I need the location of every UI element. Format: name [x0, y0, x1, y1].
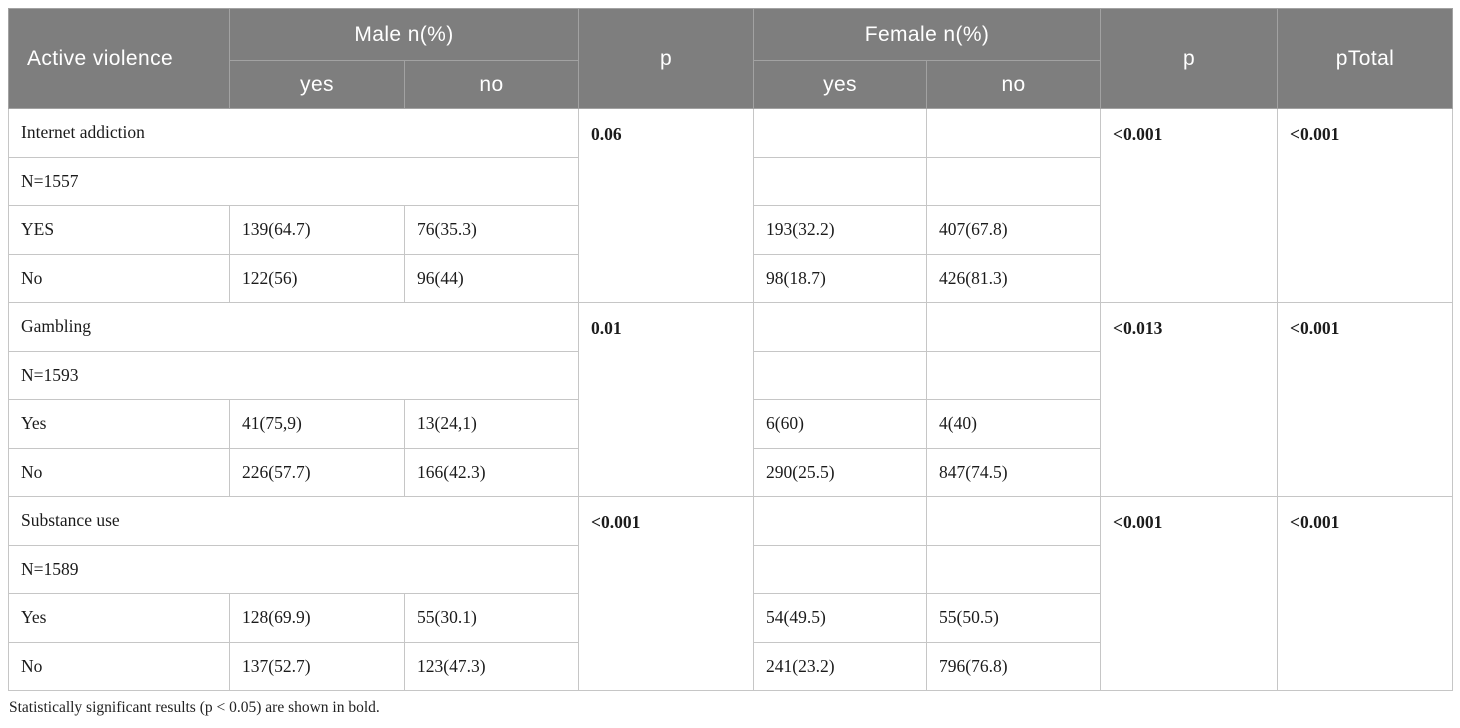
header-female-yes: yes	[753, 60, 928, 109]
table-row: No 122(56) 96(44) 98(18.7) 426(81.3)	[8, 253, 1453, 303]
p-male-cell: 0.06	[578, 108, 755, 303]
active-violence-table: Active violence Male n(%) p Female n(%) …	[7, 8, 1454, 691]
empty-cell	[926, 496, 1102, 546]
p-female-cell: <0.013	[1100, 302, 1279, 497]
row-label-cell: Yes	[8, 593, 230, 643]
empty-cell	[753, 302, 928, 352]
table-row: Substance use <0.001 <0.001 <0.001	[7, 496, 1454, 691]
p-total-cell: <0.001	[1277, 496, 1454, 691]
empty-cell	[753, 496, 928, 546]
empty-cell	[926, 156, 1102, 206]
male-no-cell: 13(24,1)	[403, 399, 580, 449]
header-male-group: Male n(%)	[228, 8, 580, 61]
table-row: N=1589	[7, 544, 1453, 594]
row-label-cell: No	[8, 447, 230, 497]
section-name-cell: Internet addiction	[7, 108, 580, 158]
male-yes-cell: 139(64.7)	[229, 205, 405, 255]
header-ptotal: pTotal	[1277, 8, 1454, 109]
p-male-cell: <0.001	[578, 496, 755, 691]
male-no-cell: 166(42.3)	[403, 447, 580, 497]
table-row: N=1593	[7, 350, 1453, 400]
table-row: Internet addiction 0.06 <0.001 <0.001	[7, 108, 1454, 303]
female-yes-cell: 6(60)	[753, 399, 928, 449]
male-no-cell: 76(35.3)	[403, 205, 580, 255]
table-row: YES 139(64.7) 76(35.3) 193(32.2) 407(67.…	[8, 205, 1453, 255]
table-row: N=1557	[7, 156, 1453, 206]
male-yes-cell: 128(69.9)	[229, 593, 405, 643]
female-yes-cell: 290(25.5)	[753, 447, 928, 497]
row-label-cell: No	[8, 253, 230, 303]
header-female-no: no	[926, 60, 1102, 109]
p-female-cell: <0.001	[1100, 496, 1279, 691]
empty-cell	[753, 156, 928, 206]
female-yes-cell: 98(18.7)	[753, 253, 928, 303]
female-no-cell: 847(74.5)	[926, 447, 1102, 497]
header-male-yes: yes	[229, 60, 405, 109]
male-no-cell: 55(30.1)	[403, 593, 580, 643]
female-no-cell: 4(40)	[926, 399, 1102, 449]
section-name-cell: Substance use	[7, 496, 580, 546]
p-total-cell: <0.001	[1277, 108, 1454, 303]
male-yes-cell: 137(52.7)	[229, 641, 405, 691]
header-female-group: Female n(%)	[753, 8, 1102, 61]
female-yes-cell: 54(49.5)	[753, 593, 928, 643]
table-row: Gambling 0.01 <0.013 <0.001	[7, 302, 1454, 497]
row-label-cell: No	[8, 641, 230, 691]
female-yes-cell: 241(23.2)	[753, 641, 928, 691]
table-footnote: Statistically significant results (p < 0…	[9, 699, 380, 716]
p-female-cell: <0.001	[1100, 108, 1279, 303]
empty-cell	[926, 350, 1102, 400]
table-row: Yes 41(75,9) 13(24,1) 6(60) 4(40)	[8, 399, 1453, 449]
table-row: No 226(57.7) 166(42.3) 290(25.5) 847(74.…	[8, 447, 1453, 497]
row-label-cell: Yes	[8, 399, 230, 449]
header-p-female: p	[1100, 8, 1279, 109]
male-yes-cell: 41(75,9)	[229, 399, 405, 449]
section-name-cell: Gambling	[7, 302, 580, 352]
female-no-cell: 407(67.8)	[926, 205, 1102, 255]
p-total-cell: <0.001	[1277, 302, 1454, 497]
n-cell: N=1593	[7, 350, 580, 400]
n-cell: N=1589	[7, 544, 580, 594]
male-yes-cell: 226(57.7)	[229, 447, 405, 497]
n-cell: N=1557	[7, 156, 580, 206]
male-yes-cell: 122(56)	[229, 253, 405, 303]
table-header: Active violence Male n(%) p Female n(%) …	[8, 8, 1454, 109]
header-active-violence: Active violence	[8, 8, 230, 109]
p-male-cell: 0.01	[578, 302, 755, 497]
empty-cell	[753, 108, 928, 158]
table-row: Yes 128(69.9) 55(30.1) 54(49.5) 55(50.5)	[8, 593, 1453, 643]
empty-cell	[753, 350, 928, 400]
empty-cell	[753, 544, 928, 594]
header-p-male: p	[578, 8, 755, 109]
female-yes-cell: 193(32.2)	[753, 205, 928, 255]
row-label-cell: YES	[8, 205, 230, 255]
female-no-cell: 796(76.8)	[926, 641, 1102, 691]
table-row: No 137(52.7) 123(47.3) 241(23.2) 796(76.…	[8, 641, 1453, 691]
female-no-cell: 55(50.5)	[926, 593, 1102, 643]
empty-cell	[926, 544, 1102, 594]
empty-cell	[926, 108, 1102, 158]
male-no-cell: 96(44)	[403, 253, 580, 303]
table-body: Internet addiction 0.06 <0.001 <0.001 N=…	[7, 108, 1454, 691]
female-no-cell: 426(81.3)	[926, 253, 1102, 303]
empty-cell	[926, 302, 1102, 352]
header-male-no: no	[403, 60, 580, 109]
male-no-cell: 123(47.3)	[403, 641, 580, 691]
